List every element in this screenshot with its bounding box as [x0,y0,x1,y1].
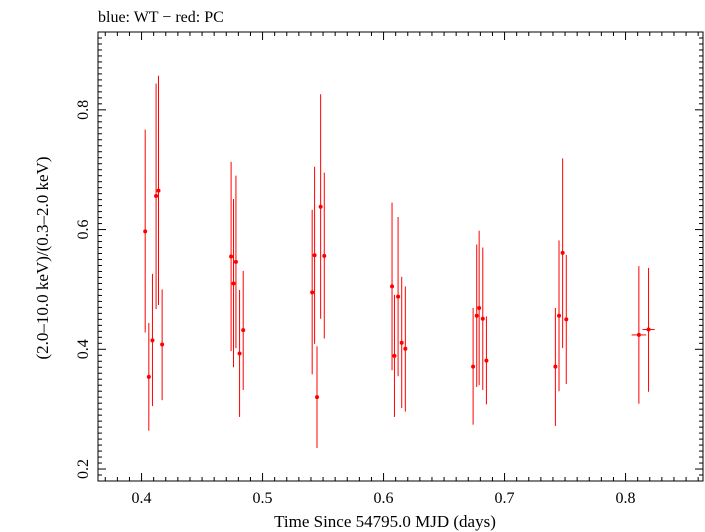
x-tick-label: 0.6 [374,490,394,507]
data-point [160,342,165,347]
data-point [390,284,395,289]
x-tick-label: 0.4 [132,490,152,507]
data-point [399,340,404,345]
plot-frame [97,31,704,482]
data-point [392,353,397,358]
x-tick-label: 0.5 [253,490,273,507]
data-point [484,358,489,363]
data-point [156,188,161,193]
y-axis: 0.2 0.4 0.6 0.8 [75,31,703,479]
data-point [143,229,148,234]
data-point [646,327,651,332]
data-point [233,259,238,264]
data-point [310,290,315,295]
data-point [318,204,323,209]
data-point [315,395,320,400]
data-point [471,364,476,369]
data-point [241,328,246,333]
data-point [477,305,482,310]
y-tick-label: 0.4 [75,339,92,359]
data-series-pc [143,75,655,449]
data-point [146,374,151,379]
data-point [480,316,485,321]
y-tick-label: 0.6 [75,220,92,240]
data-point [237,351,242,356]
chart-title: blue: WT − red: PC [98,9,224,26]
data-point [322,253,327,258]
data-point [229,254,234,259]
x-tick-label: 0.8 [616,490,636,507]
y-tick-label: 0.8 [75,100,92,120]
data-point [154,194,159,199]
data-point [231,281,236,286]
data-point [312,253,317,258]
y-tick-label: 0.2 [75,459,92,479]
data-point [474,313,479,318]
data-point [150,338,155,343]
x-axis: 0.4 0.5 0.6 0.7 0.8 [104,32,699,507]
x-tick-label: 0.7 [495,490,515,507]
data-point [557,313,562,318]
data-point [636,332,641,337]
y-axis-label: (2.0–10.0 keV)/(0.3–2.0 keV) [33,156,52,359]
x-axis-label: Time Since 54795.0 MJD (days) [274,512,496,531]
data-point [553,364,558,369]
data-point [560,250,565,255]
data-point [564,317,569,322]
data-point [403,346,408,351]
data-point [396,294,401,299]
